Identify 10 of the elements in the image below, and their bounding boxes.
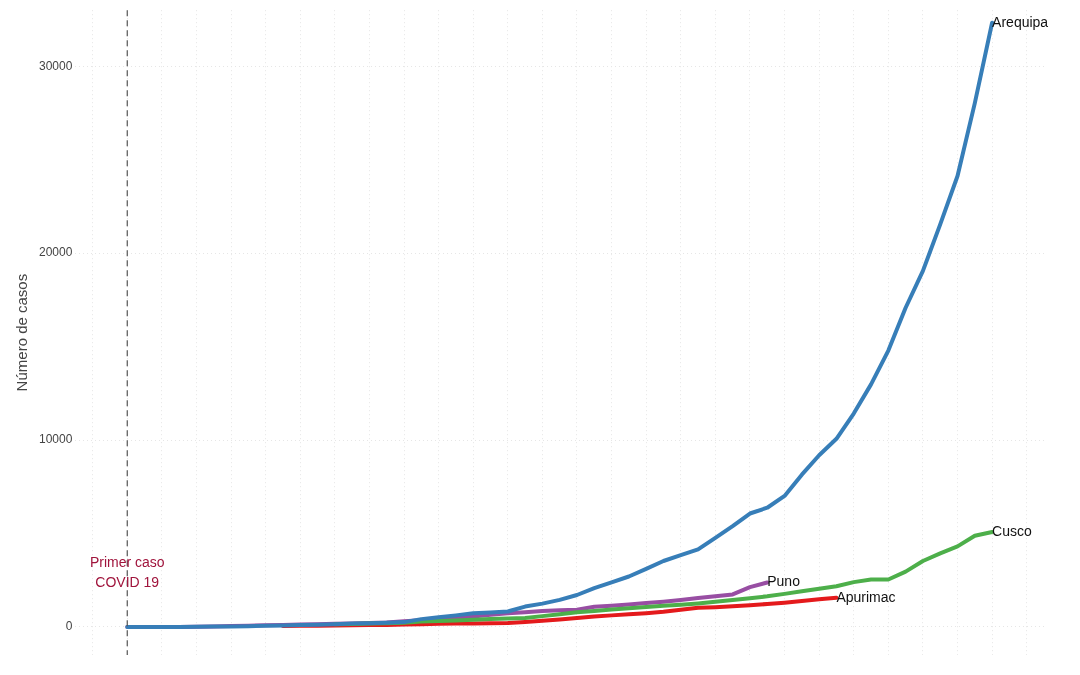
y-tick-label: 0 — [65, 619, 73, 634]
series-label: Arequipa — [992, 13, 1049, 30]
y-axis-title: Número de casos — [13, 273, 31, 392]
y-tick-label: 10000 — [38, 432, 73, 447]
annotation: Primer caso COVID 19 — [89, 554, 165, 591]
series-label: Apurimac — [836, 588, 896, 605]
y-tick-label: 30000 — [38, 58, 73, 73]
series-label: Puno — [767, 573, 801, 590]
series-label: Cusco — [992, 522, 1033, 539]
y-tick-label: 20000 — [38, 245, 73, 260]
